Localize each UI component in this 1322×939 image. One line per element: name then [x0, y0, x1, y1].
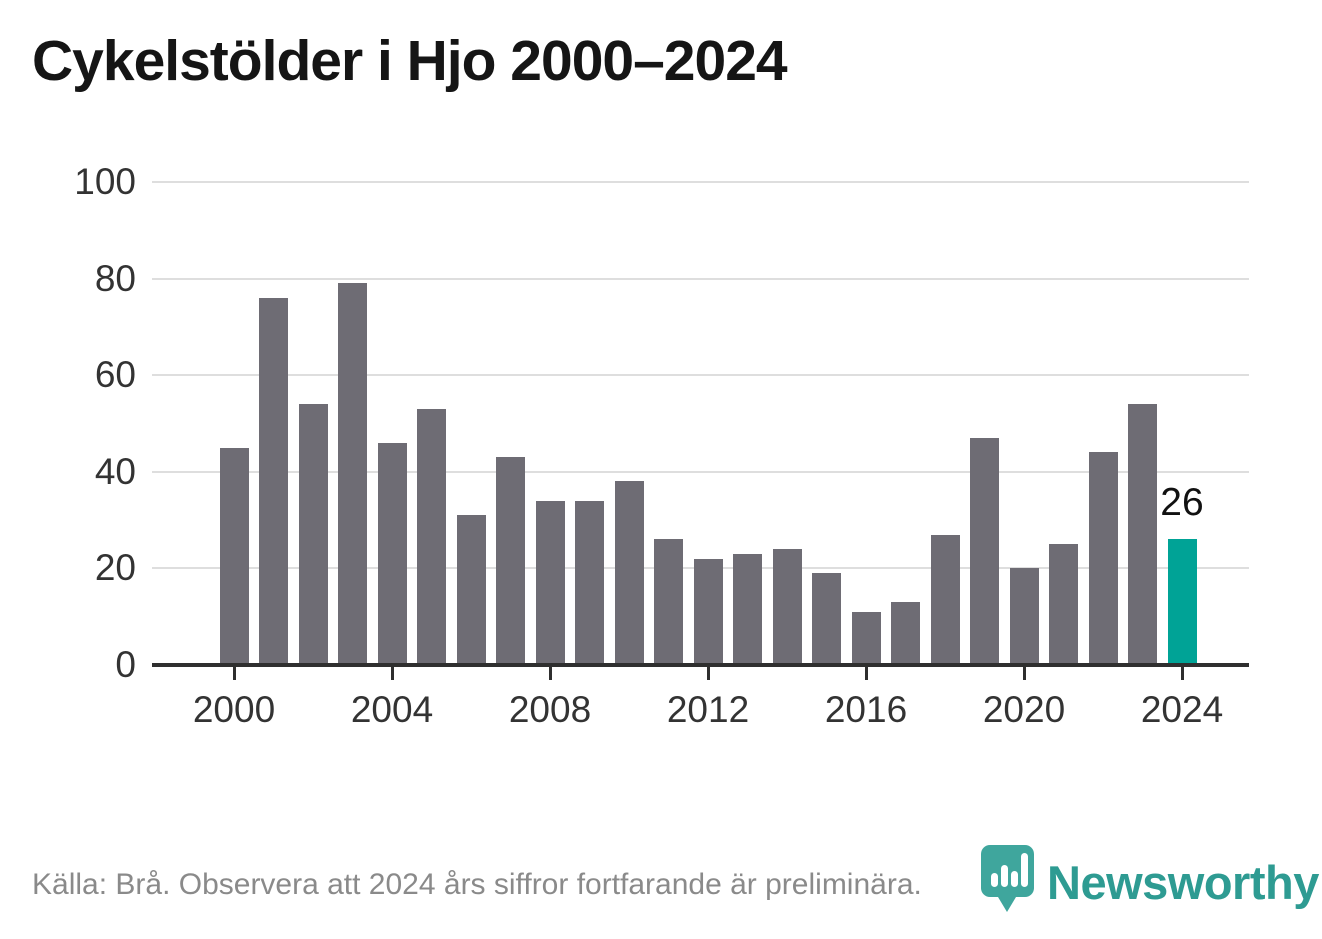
- x-axis-tick-2020: [1022, 666, 1026, 680]
- bar-2014: [772, 549, 802, 665]
- bar-2000: [219, 447, 249, 665]
- x-axis-tick-2024: [1180, 666, 1184, 680]
- bar-2016: [851, 611, 881, 665]
- x-axis-tick-2008: [548, 666, 552, 680]
- y-axis-label-80: 80: [94, 257, 136, 299]
- bar-2005: [417, 409, 446, 665]
- x-axis-label-2016: 2016: [824, 689, 908, 730]
- bar-2010: [614, 481, 644, 665]
- pin-bar-1: [991, 873, 998, 887]
- newsworthy-pin-barchart-icon: [981, 845, 1034, 912]
- bar-2018: [930, 534, 960, 665]
- x-axis-label-2000: 2000: [192, 689, 276, 730]
- bar-2024: [1167, 539, 1197, 665]
- bar-2006: [456, 515, 486, 665]
- bar-2017: [891, 602, 920, 665]
- bar-2003: [338, 283, 367, 665]
- bar-2007: [496, 457, 525, 665]
- x-axis-tick-2004: [390, 666, 394, 680]
- bar-2023: [1128, 404, 1157, 665]
- pin-bar-4: [1021, 853, 1028, 887]
- y-axis-label-0: 0: [115, 644, 136, 685]
- plot-area: 26 0 20 40 60 80 100 2000 2004 2008 2012 2016 2020 2…: [74, 161, 1249, 730]
- gridline-60: [152, 374, 1249, 377]
- x-axis-tick-2016: [864, 666, 868, 680]
- chart-title: Cykelstölder i Hjo 2000–2024: [32, 29, 788, 93]
- x-axis-label-2004: 2004: [350, 689, 434, 730]
- bar-2002: [298, 404, 328, 665]
- bar-2022: [1088, 452, 1118, 665]
- bar-2013: [733, 553, 762, 665]
- bar-2004: [377, 442, 407, 665]
- bar-2009: [575, 500, 604, 665]
- bar-2019: [970, 438, 999, 665]
- gridline-100: [152, 181, 1249, 183]
- source-note: Källa: Brå. Observera att 2024 års siffr…: [32, 868, 922, 901]
- newsworthy-wordmark: Newsworthy: [1047, 856, 1319, 909]
- y-axis-label-20: 20: [94, 547, 136, 589]
- x-axis-label-2024: 2024: [1140, 689, 1224, 730]
- x-axis-tick-2000: [232, 666, 236, 680]
- gridline-80: [152, 277, 1249, 280]
- y-axis-label-60: 60: [94, 354, 136, 396]
- x-axis-label-2020: 2020: [982, 689, 1066, 730]
- pin-bar-2: [1001, 865, 1008, 887]
- x-axis-label-2012: 2012: [666, 689, 750, 730]
- bar-2012: [693, 558, 723, 665]
- y-axis-label-100: 100: [74, 161, 136, 202]
- x-axis-line: [152, 663, 1249, 667]
- gridline-40: [152, 470, 1249, 473]
- bar-2020: [1009, 568, 1039, 665]
- newsworthy-logo: Newsworthy: [977, 841, 1319, 933]
- x-axis-label-2008: 2008: [508, 689, 592, 730]
- bar-2008: [535, 500, 565, 665]
- pin-bar-3: [1011, 871, 1018, 887]
- x-axis-tick-2012: [706, 666, 710, 680]
- bar-2015: [812, 573, 841, 665]
- bar-2001: [259, 297, 288, 665]
- highlight-bar-value-label: 26: [1160, 481, 1204, 524]
- y-axis-label-40: 40: [94, 450, 136, 492]
- bar-2021: [1049, 544, 1078, 665]
- bar-2011: [654, 539, 683, 665]
